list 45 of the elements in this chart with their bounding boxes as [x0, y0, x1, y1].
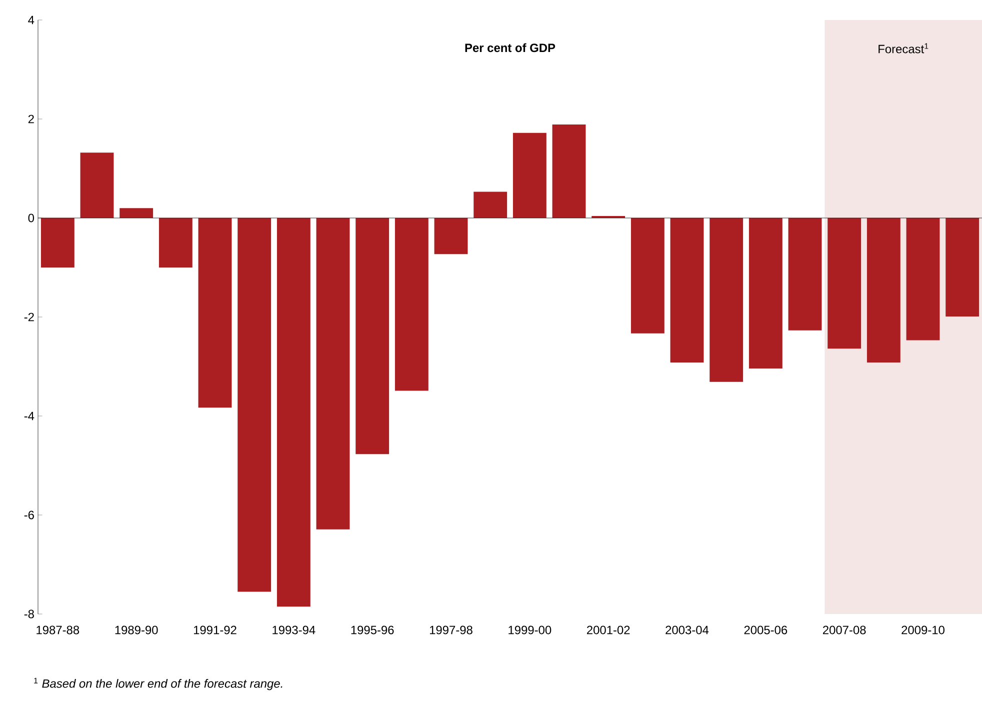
x-tick-label: 2007-08 — [823, 626, 866, 634]
y-tick-label: -6 — [24, 510, 34, 520]
bar — [120, 208, 154, 218]
bar — [238, 218, 272, 592]
bar — [788, 218, 822, 330]
bar — [710, 218, 744, 382]
x-tick-label: 1995-96 — [351, 626, 394, 634]
y-tick-label: 0 — [28, 214, 34, 222]
x-tick-label: 1987-88 — [36, 626, 80, 634]
bar — [866, 218, 900, 363]
x-tick-label: 1993-94 — [272, 626, 316, 634]
bar — [276, 218, 310, 607]
bar — [158, 218, 192, 268]
x-tick-label: 1999-00 — [508, 626, 552, 634]
x-tick-label: 2005-06 — [744, 626, 788, 634]
text: Per cent of GDP — [465, 43, 556, 52]
x-tick-label: 2001-02 — [586, 626, 630, 634]
y-tick-label: 4 — [28, 16, 34, 24]
bar — [434, 218, 468, 254]
x-tick-label: 1997-98 — [430, 626, 472, 634]
bar — [906, 218, 940, 340]
bar — [474, 192, 508, 218]
x-tick-label: 2009-10 — [902, 626, 944, 634]
text: $^{1}$ Based on the lower end of the forecast range. — [34, 678, 282, 690]
bar — [394, 218, 428, 391]
x-tick-label: 2003-04 — [666, 626, 709, 634]
bar — [552, 124, 586, 218]
bar — [748, 218, 782, 368]
x-tick-label: 1989-90 — [115, 626, 158, 634]
bar — [80, 152, 114, 218]
bar — [670, 218, 704, 363]
x-tick-label: 1991-92 — [194, 626, 236, 634]
y-tick-label: -4 — [24, 412, 34, 420]
bar — [946, 218, 980, 316]
y-tick-label: 2 — [28, 114, 34, 124]
bar — [828, 218, 862, 349]
bar — [198, 218, 232, 408]
bar — [316, 218, 350, 530]
y-tick-label: -2 — [24, 312, 34, 322]
annotation: Forecast$^{1}$ — [878, 43, 928, 54]
bar — [356, 218, 390, 454]
bar — [512, 132, 546, 218]
y-tick-label: -8 — [24, 610, 34, 618]
bar — [40, 218, 74, 268]
bar — [630, 218, 664, 334]
